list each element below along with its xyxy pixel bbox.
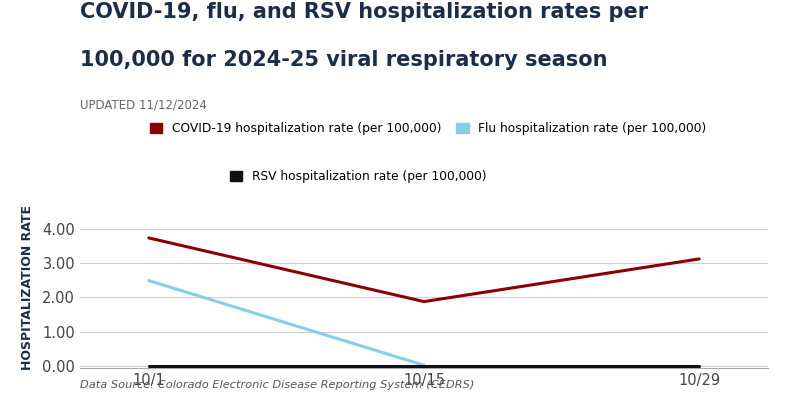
Text: Data Source: Colorado Electronic Disease Reporting System (CEDRS): Data Source: Colorado Electronic Disease… xyxy=(80,380,474,390)
Legend: RSV hospitalization rate (per 100,000): RSV hospitalization rate (per 100,000) xyxy=(230,170,486,183)
Text: UPDATED 11/12/2024: UPDATED 11/12/2024 xyxy=(80,98,207,111)
Text: 100,000 for 2024-25 viral respiratory season: 100,000 for 2024-25 viral respiratory se… xyxy=(80,50,607,70)
Text: COVID-19, flu, and RSV hospitalization rates per: COVID-19, flu, and RSV hospitalization r… xyxy=(80,2,648,22)
Legend: COVID-19 hospitalization rate (per 100,000), Flu hospitalization rate (per 100,0: COVID-19 hospitalization rate (per 100,0… xyxy=(150,122,706,135)
Y-axis label: HOSPITALIZATION RATE: HOSPITALIZATION RATE xyxy=(21,206,34,370)
